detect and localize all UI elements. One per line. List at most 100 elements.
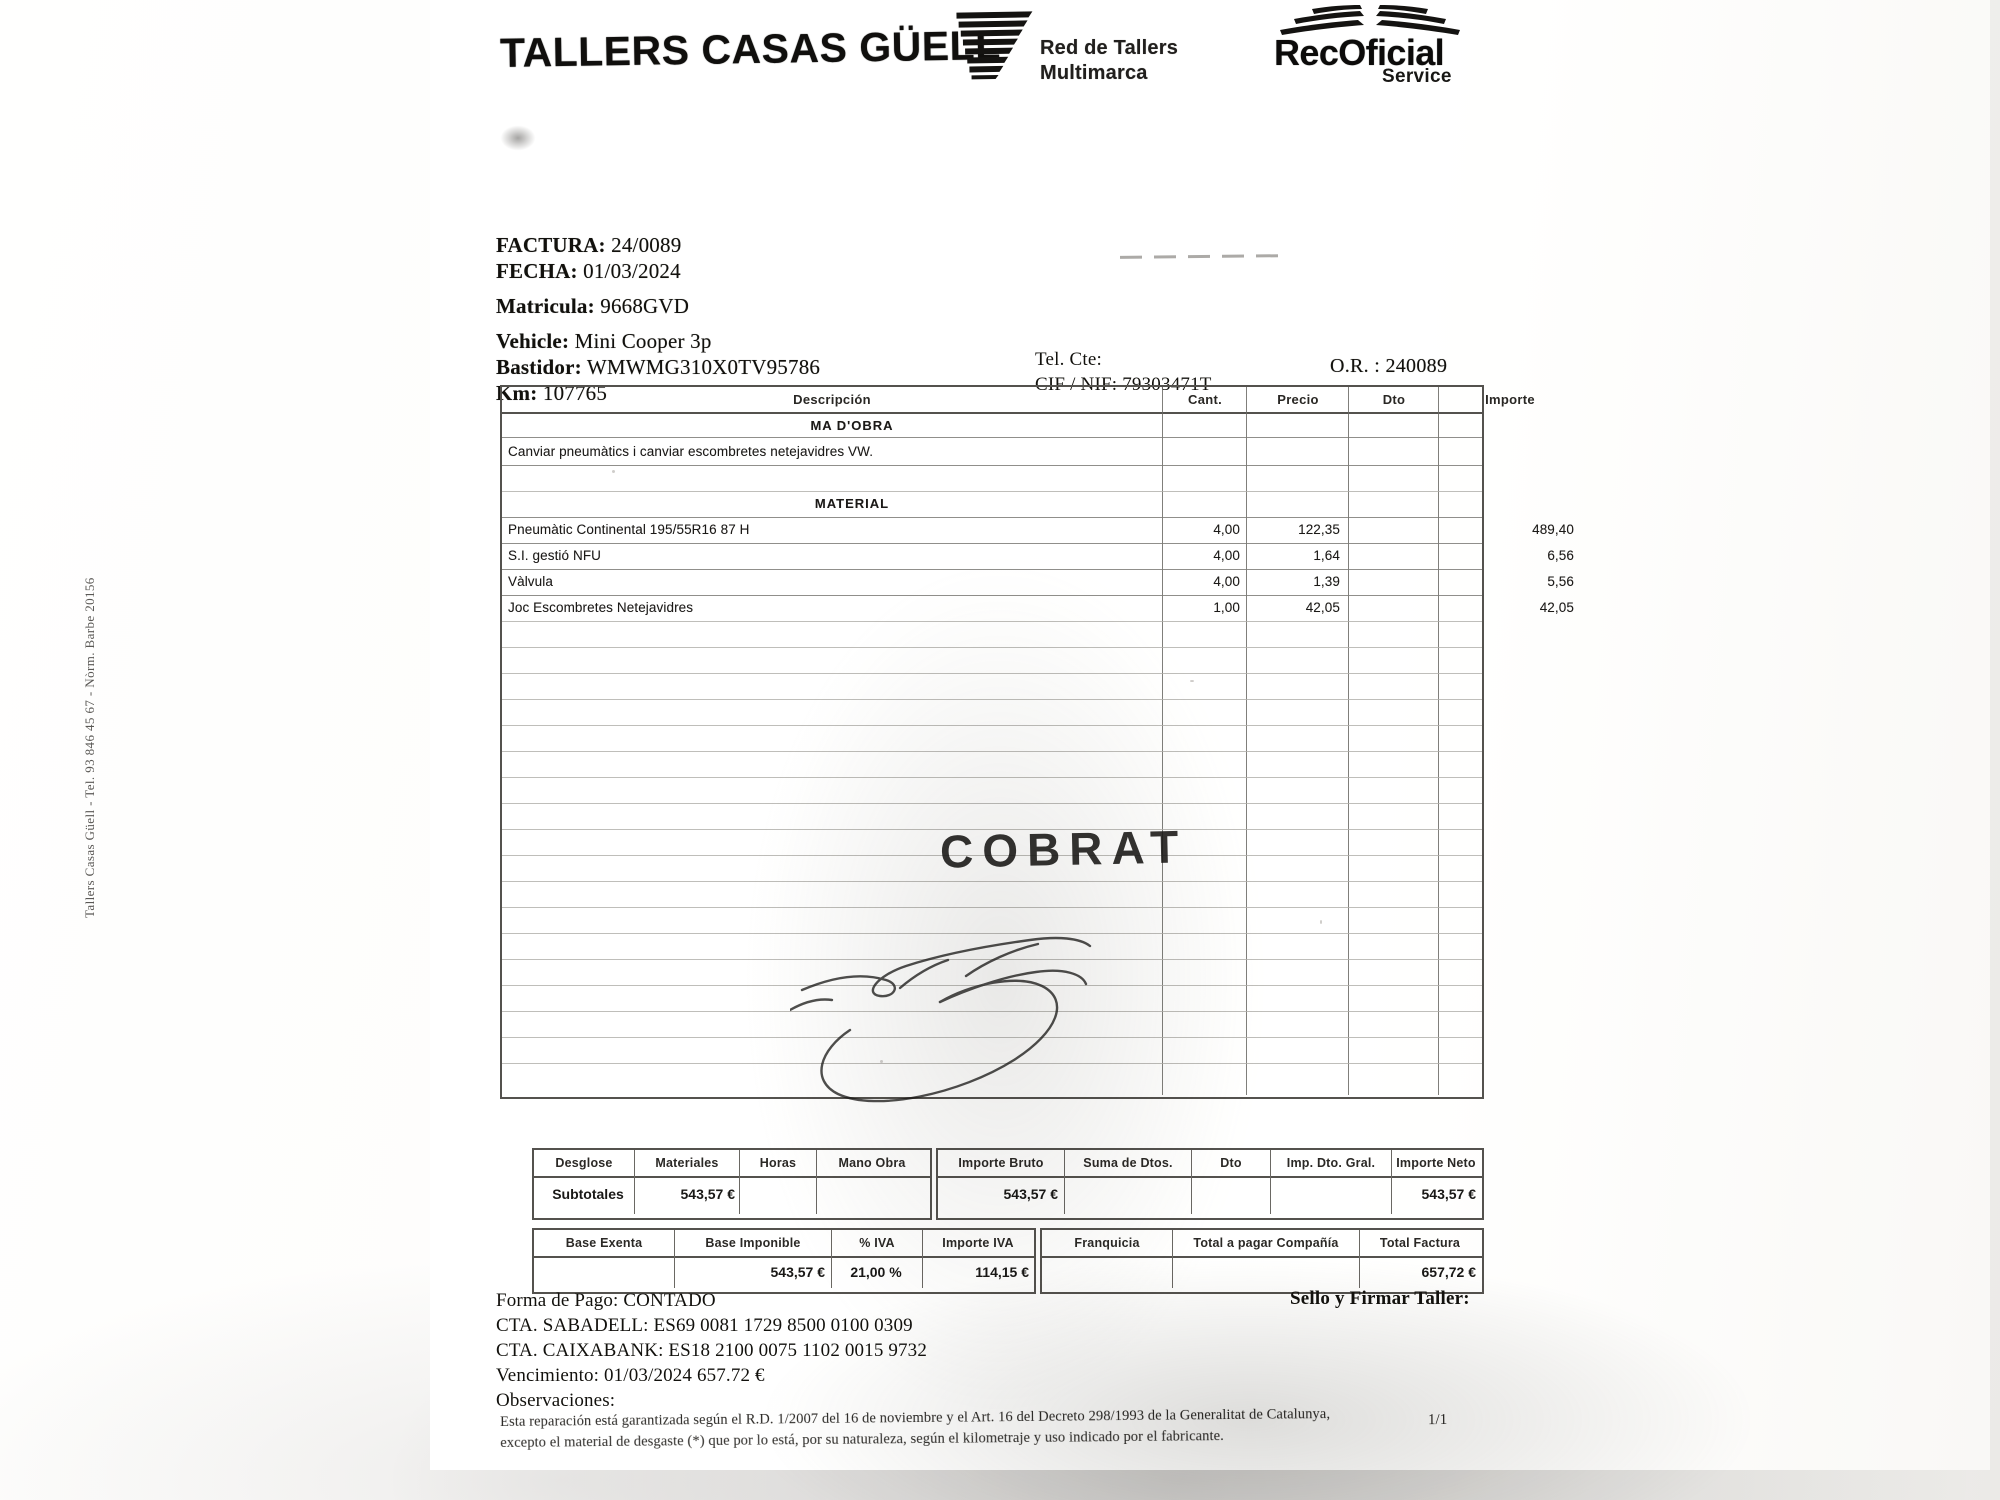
subtotals-importe-neto: 543,57 €: [1421, 1186, 1477, 1202]
row-rule: [502, 595, 1482, 596]
tax-header-left: Base Exenta Base Imponible % IVA Importe…: [534, 1230, 1034, 1258]
row-rule: [502, 517, 1482, 518]
col-importe: Importe: [1485, 392, 1535, 407]
scan-smudge: [500, 125, 536, 151]
item-descripcion: Canviar pneumàtics i canviar escombretes…: [508, 444, 874, 459]
section-title-mano-obra: MA D'OBRA: [810, 418, 894, 433]
scan-speck: [1190, 680, 1194, 682]
recoficial-name: RecOficial: [1274, 32, 1445, 73]
col-base-imponible: Base Imponible: [705, 1236, 801, 1250]
item-cant: 4,00: [1213, 574, 1240, 589]
client-meta: Tel. Cte: CIF / NIF: 79303471T: [1035, 347, 1212, 397]
items-table-header: Descripción Cant. Precio Dto Importe: [502, 387, 1535, 414]
tax-base-imponible: 543,57 €: [770, 1264, 826, 1280]
signature-mark: [790, 936, 1092, 1103]
subtotals-header-left: Desglose Materiales Horas Mano Obra: [534, 1150, 930, 1178]
tax-header-right: Franquicia Total a pagar Compañía Total …: [1042, 1230, 1482, 1258]
cif-line: CIF / NIF: 79303471T: [1035, 372, 1212, 397]
tax-table-right: Franquicia Total a pagar Compañía Total …: [1040, 1228, 1484, 1294]
tax-total-factura: 657,72 €: [1421, 1264, 1477, 1280]
item-precio: 42,05: [1305, 600, 1340, 615]
recoficial-wing-icon: [1280, 5, 1460, 35]
section-title-material: MATERIAL: [814, 496, 890, 511]
fecha-value: 01/03/2024: [583, 259, 681, 283]
recoficial-sub: Service: [1382, 66, 1452, 87]
row-rule: [502, 491, 1482, 492]
col-importe-bruto: Importe Bruto: [958, 1156, 1044, 1170]
row-rule: [502, 725, 1482, 726]
payment-block: Forma de Pago: CONTADO CTA. SABADELL: ES…: [496, 1288, 927, 1413]
scan-speck: [1320, 920, 1322, 924]
row-rule: [502, 1063, 1482, 1064]
col-materiales: Materiales: [655, 1156, 719, 1170]
row-rule: [502, 543, 1482, 544]
item-descripcion: Joc Escombretes Netejavidres: [508, 600, 694, 615]
col-importe-iva: Importe IVA: [942, 1236, 1014, 1250]
factura-line: FACTURA: 24/0089: [496, 232, 1056, 258]
invoice-meta: FACTURA: 24/0089 FECHA: 01/03/2024 Matri…: [496, 232, 1056, 406]
matricula-value: 9668GVD: [600, 294, 690, 318]
col-importe-neto: Importe Neto: [1396, 1156, 1476, 1170]
item-cant: 1,00: [1213, 600, 1240, 615]
invoice-page: [430, 0, 1990, 1470]
subtotals-header-right: Importe Bruto Suma de Dtos. Dto Imp. Dto…: [938, 1150, 1482, 1178]
vehicle-line: Vehicle: Mini Cooper 3p: [496, 328, 1056, 354]
row-rule: [502, 855, 1482, 856]
item-precio: 1,39: [1313, 574, 1340, 589]
rdt-line-2: Multimarca: [1040, 62, 1148, 84]
tax-importe-iva: 114,15 €: [975, 1264, 1029, 1280]
table-divider: [816, 1150, 817, 1214]
row-rule: [502, 465, 1482, 466]
row-rule: [502, 751, 1482, 752]
item-importe: 42,05: [1539, 600, 1574, 615]
vehicle-value: Mini Cooper 3p: [574, 329, 712, 353]
factura-value: 24/0089: [611, 233, 682, 257]
vencimiento: Vencimiento: 01/03/2024 657.72 €: [496, 1365, 765, 1386]
table-divider: [1348, 387, 1349, 1095]
recoficial-logo: RecOficial Service: [1262, 2, 1492, 88]
table-divider: [1064, 1150, 1065, 1214]
col-horas: Horas: [759, 1156, 797, 1170]
col-total-compania: Total a pagar Compañía: [1193, 1236, 1339, 1250]
col-descripcion: Descripción: [793, 392, 871, 407]
row-rule: [502, 829, 1482, 830]
side-company-strip: Tallers Casas Güell - Tel. 93 846 45 67 …: [82, 577, 97, 918]
red-de-tallers-text: Red de Tallers Multimarca: [1040, 36, 1178, 86]
vehicle-label: Vehicle:: [496, 329, 570, 353]
observaciones: Observaciones:: [496, 1390, 616, 1411]
col-precio: Precio: [1277, 392, 1319, 407]
table-divider: [739, 1150, 740, 1214]
subtotals-importe-bruto: 543,57 €: [1003, 1186, 1059, 1202]
factura-label: FACTURA:: [496, 233, 606, 257]
row-rule: [502, 621, 1482, 622]
item-precio: 1,64: [1313, 548, 1340, 563]
row-rule: [502, 933, 1482, 934]
item-descripcion: S.I. gestió NFU: [508, 548, 602, 563]
col-desglose: Desglose: [555, 1156, 613, 1170]
cif-value: 79303471T: [1122, 374, 1212, 395]
items-table: Descripción Cant. Precio Dto Importe: [500, 385, 1574, 1099]
orden-reparacion: O.R. : 240089: [1330, 355, 1447, 378]
matricula-label: Matricula:: [496, 294, 595, 318]
rdt-line-1: Red de Tallers: [1040, 37, 1179, 59]
row-rule: [502, 1037, 1482, 1038]
row-rule: [502, 985, 1482, 986]
col-base-exenta: Base Exenta: [565, 1236, 643, 1250]
table-divider: [1359, 1230, 1360, 1288]
table-divider: [1438, 387, 1439, 1095]
tax-table-left: Base Exenta Base Imponible % IVA Importe…: [532, 1228, 1036, 1294]
row-rule: [502, 881, 1482, 882]
table-divider: [1191, 1150, 1192, 1214]
tel-cte-line: Tel. Cte:: [1035, 347, 1212, 372]
or-value: 240089: [1385, 355, 1448, 377]
col-cant: Cant.: [1188, 392, 1222, 407]
row-rule: [502, 907, 1482, 908]
col-franquicia: Franquicia: [1074, 1236, 1140, 1250]
cobrat-stamp: COBRAT: [939, 820, 1188, 878]
subtotals-table-right: Importe Bruto Suma de Dtos. Dto Imp. Dto…: [936, 1148, 1484, 1220]
item-importe: 489,40: [1532, 522, 1574, 537]
row-rule: [502, 699, 1482, 700]
document-header: TALLERS CASAS GÜELL Red de Tallers Multi…: [0, 0, 2000, 151]
col-imp-dto-gral: Imp. Dto. Gral.: [1286, 1156, 1376, 1170]
tax-pct-iva: 21,00 %: [850, 1264, 902, 1280]
